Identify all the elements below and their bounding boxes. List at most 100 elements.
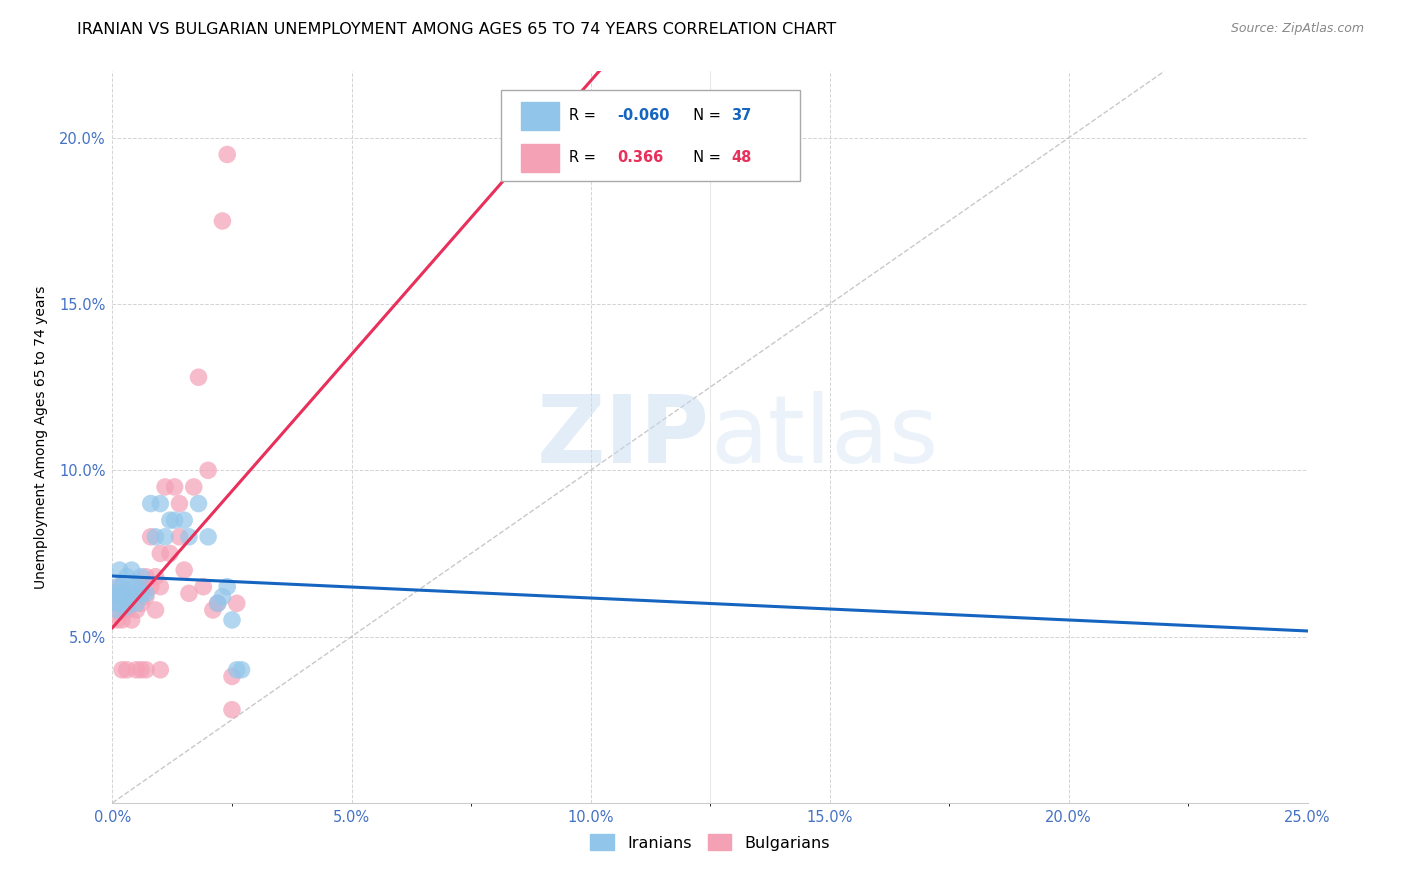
Point <box>104 596 127 610</box>
Point <box>115 599 138 614</box>
Point <box>197 530 219 544</box>
Point <box>121 586 143 600</box>
Point <box>139 580 162 594</box>
Point <box>111 663 134 677</box>
Point <box>177 586 200 600</box>
Point <box>139 497 162 511</box>
Point <box>145 570 167 584</box>
Point <box>125 586 148 600</box>
Point <box>135 663 157 677</box>
Point <box>187 370 209 384</box>
Point <box>115 603 138 617</box>
Point <box>187 497 209 511</box>
Point <box>169 530 191 544</box>
Text: 37: 37 <box>731 109 752 123</box>
Point <box>225 596 247 610</box>
Y-axis label: Unemployment Among Ages 65 to 74 years: Unemployment Among Ages 65 to 74 years <box>34 285 48 589</box>
Point <box>104 586 127 600</box>
Point <box>115 590 138 604</box>
Point <box>105 603 128 617</box>
Point <box>217 147 239 161</box>
Point <box>225 663 247 677</box>
Point <box>193 580 215 594</box>
Text: ZIP: ZIP <box>537 391 710 483</box>
Point <box>163 480 186 494</box>
Point <box>129 596 152 610</box>
Point <box>111 596 134 610</box>
Point <box>125 580 148 594</box>
Point <box>159 546 181 560</box>
Point <box>145 603 167 617</box>
Point <box>111 613 134 627</box>
Text: N =: N = <box>683 109 725 123</box>
Point <box>135 586 157 600</box>
Point <box>125 663 148 677</box>
Point <box>121 586 143 600</box>
Point <box>125 596 148 610</box>
Point <box>231 663 253 677</box>
Point <box>197 463 219 477</box>
Text: 0.366: 0.366 <box>617 150 664 165</box>
Point <box>129 586 152 600</box>
Point <box>135 590 157 604</box>
Bar <box>522 102 560 130</box>
Point <box>153 530 176 544</box>
Point <box>173 513 195 527</box>
Point <box>217 580 239 594</box>
Point <box>108 563 131 577</box>
Point <box>207 596 229 610</box>
Point <box>221 669 243 683</box>
Point <box>105 596 128 610</box>
FancyBboxPatch shape <box>501 90 800 181</box>
Point <box>201 603 224 617</box>
Point <box>221 613 243 627</box>
Point <box>149 663 172 677</box>
Bar <box>522 144 560 171</box>
Point <box>139 530 162 544</box>
Point <box>153 480 176 494</box>
Point <box>105 596 128 610</box>
Point <box>211 214 233 228</box>
Point <box>115 570 138 584</box>
Point <box>129 580 152 594</box>
Text: 48: 48 <box>731 150 752 165</box>
Point <box>149 497 172 511</box>
Point <box>121 563 143 577</box>
Point <box>159 513 181 527</box>
Point <box>111 580 134 594</box>
Text: IRANIAN VS BULGARIAN UNEMPLOYMENT AMONG AGES 65 TO 74 YEARS CORRELATION CHART: IRANIAN VS BULGARIAN UNEMPLOYMENT AMONG … <box>77 22 837 37</box>
Point <box>104 590 127 604</box>
Point <box>177 530 200 544</box>
Point <box>221 703 243 717</box>
Point <box>111 586 134 600</box>
Point <box>105 586 128 600</box>
Point <box>121 613 143 627</box>
Point <box>149 580 172 594</box>
Point <box>173 563 195 577</box>
Point <box>105 613 128 627</box>
Point <box>149 546 172 560</box>
Point <box>207 596 229 610</box>
Point <box>129 570 152 584</box>
Text: R =: R = <box>569 150 605 165</box>
Point <box>135 570 157 584</box>
Point <box>211 590 233 604</box>
Point <box>121 580 143 594</box>
Point <box>115 663 138 677</box>
Text: atlas: atlas <box>710 391 938 483</box>
Point <box>108 580 131 594</box>
Point <box>114 590 135 604</box>
Point <box>111 586 134 600</box>
Text: -0.060: -0.060 <box>617 109 669 123</box>
Point <box>169 497 191 511</box>
Point <box>129 663 152 677</box>
Point <box>183 480 205 494</box>
Point <box>103 586 125 600</box>
Point <box>115 590 138 604</box>
Text: Source: ZipAtlas.com: Source: ZipAtlas.com <box>1230 22 1364 36</box>
Legend: Iranians, Bulgarians: Iranians, Bulgarians <box>583 828 837 857</box>
Point <box>145 530 167 544</box>
Text: R =: R = <box>569 109 600 123</box>
Point <box>125 603 148 617</box>
Point <box>163 513 186 527</box>
